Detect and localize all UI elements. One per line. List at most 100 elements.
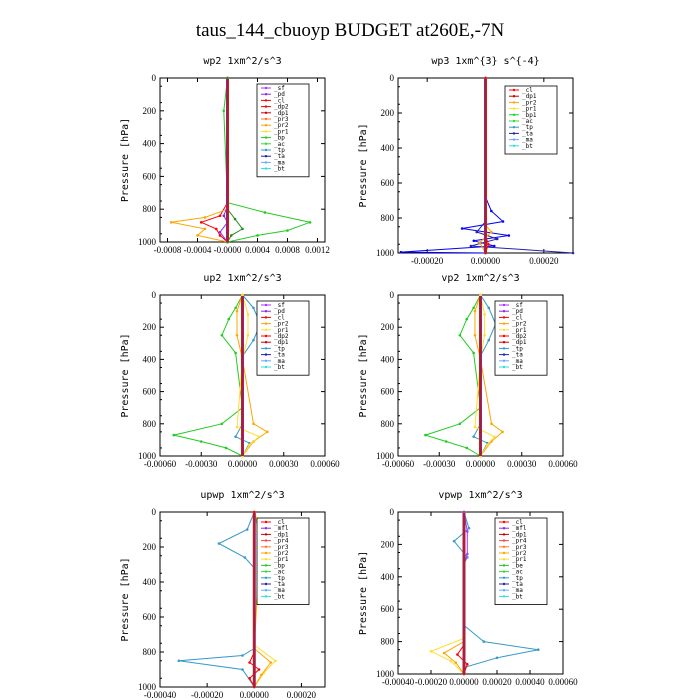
legend-marker (264, 310, 268, 313)
legend-label: _dp1 (274, 531, 289, 538)
data-point (473, 333, 477, 337)
data-point (229, 234, 233, 237)
x-tick-label: -0.0008 (154, 245, 182, 255)
x-tick-label: 0.00030 (269, 459, 299, 469)
data-point (220, 422, 224, 426)
x-tick-label: 0.00060 (548, 459, 578, 469)
legend-label: _cl (512, 314, 523, 321)
data-point (449, 659, 453, 663)
chart-panel-5: upwp 1xm^2/s^3 Pressure [hPa] 0 200 400 600 80… (120, 490, 326, 700)
data-point (203, 216, 207, 219)
legend-marker (264, 589, 268, 592)
legend-marker (264, 570, 268, 573)
data-point (224, 446, 228, 450)
legend-label: _pr1 (522, 106, 537, 113)
legend-marker (264, 359, 268, 362)
data-point (490, 209, 493, 213)
legend-label: _sf (274, 85, 285, 92)
data-point (456, 653, 459, 656)
legend-label: _ta (274, 352, 285, 359)
data-point (274, 659, 277, 663)
legend-marker (264, 142, 268, 145)
data-point (472, 351, 475, 355)
y-tick-label: 1000 (376, 451, 395, 461)
y-tick-label: 1000 (138, 237, 157, 247)
data-point (458, 422, 462, 426)
plot-frame (159, 511, 326, 688)
legend-marker (264, 582, 268, 586)
legend-marker (502, 551, 506, 555)
legend-label: _ma (512, 587, 523, 594)
plot-frame (159, 77, 326, 243)
data-point (473, 309, 477, 313)
panel-title: up2 1xm^2/s^3 (203, 273, 281, 284)
legend-label: _ma (274, 159, 285, 166)
legend-label: _pr3 (512, 544, 527, 551)
legend-marker (502, 347, 506, 350)
series-line (456, 512, 468, 675)
legend-marker (502, 564, 506, 567)
legend-label: _cl (274, 314, 285, 321)
legend-marker (264, 124, 268, 127)
data-point (248, 661, 251, 664)
legend-label: _bp1 (522, 112, 537, 119)
data-point (227, 317, 231, 321)
legend-marker (502, 582, 506, 586)
legend-label: _dp1 (274, 339, 289, 346)
legend-label: _pr2 (512, 321, 527, 328)
legend-label: _tp (274, 345, 285, 352)
x-tick-label: -0.0004 (184, 245, 212, 255)
chart-panel-4: vp2 1xm^2/s^3 Pressure [hPa] 0 200 400 600 800… (358, 273, 578, 469)
legend-label: _ta (512, 581, 523, 588)
x-tick-label: -0.00040 (144, 690, 177, 700)
y-tick-label: 800 (381, 637, 395, 647)
data-point (235, 425, 239, 429)
legend-marker (264, 161, 268, 164)
legend-marker (264, 167, 268, 170)
legend-label: _pr4 (512, 538, 527, 545)
x-tick-label: 0.00020 (482, 677, 512, 687)
x-tick-label: 0.00000 (240, 690, 270, 700)
legend-label: _ac (522, 118, 533, 125)
legend-label: _be (512, 562, 523, 569)
legend-marker (502, 595, 506, 598)
legend-marker (512, 138, 516, 141)
legend-marker (264, 576, 268, 579)
legend-marker (502, 545, 506, 548)
data-point (466, 552, 469, 556)
legend-label: _tp (512, 345, 523, 352)
legend-marker (264, 539, 268, 542)
legend-label: _pr2 (274, 321, 289, 328)
y-tick-label: 200 (381, 108, 395, 118)
legend-label: _bt (274, 364, 285, 371)
legend-label: _bt (274, 593, 285, 600)
legend-marker (502, 353, 506, 356)
x-tick-label: 0.0004 (245, 245, 270, 255)
data-point (243, 556, 247, 559)
legend-label: _tp (512, 575, 523, 582)
y-tick-label: 0 (390, 507, 395, 517)
data-point (507, 234, 511, 237)
chart-panel-3: up2 1xm^2/s^3 Pressure [hPa] 0 200 400 600 800… (120, 273, 340, 469)
data-point (246, 333, 250, 337)
data-point (218, 214, 222, 218)
legend-label: _dp1 (512, 339, 527, 346)
data-point (257, 668, 261, 671)
data-point (199, 440, 203, 443)
data-point (241, 227, 244, 231)
data-point (462, 510, 466, 514)
data-point (495, 656, 499, 660)
y-tick-label: 200 (381, 539, 395, 549)
legend-marker (502, 576, 506, 579)
y-axis-label: Pressure [hPa] (358, 551, 369, 635)
y-tick-label: 600 (143, 612, 157, 622)
plot-frame (397, 511, 564, 675)
y-tick-label: 200 (143, 322, 157, 332)
data-point (501, 430, 504, 434)
data-point (460, 227, 464, 230)
legend-marker (512, 132, 516, 135)
legend-label: _tp (274, 575, 285, 582)
data-point (490, 230, 493, 234)
legend-label: _dp2 (274, 104, 289, 111)
y-tick-label: 1000 (376, 248, 395, 258)
